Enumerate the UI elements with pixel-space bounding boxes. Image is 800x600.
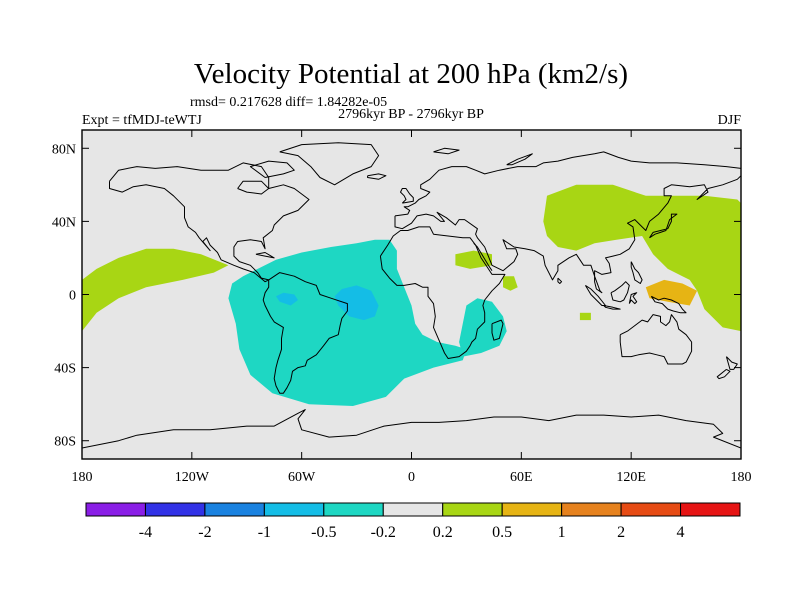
colorbar-box [561,502,622,517]
coastline-australia [619,314,693,365]
colorbar-label: 0.5 [492,524,512,541]
experiment-label: Expt = tfMDJ-teWTJ [82,113,202,128]
coastline-greenland [279,142,380,186]
coastline-iceland [367,173,387,180]
colorbar-box [85,502,146,517]
colorbar-box [263,502,325,517]
coastline-cuba [255,252,275,259]
coastline-north-america [109,162,310,283]
season-label: DJF [718,113,742,128]
region-brazil-negative-core [334,285,379,321]
colorbar-label: -0.5 [311,524,336,541]
region-colombia-negative-core [276,292,298,306]
region-maritime-continent-positive-core [645,279,698,306]
colorbar-label: -0.2 [371,524,396,541]
coastline-new-zealand-south [716,368,731,380]
colorbar-label: -1 [258,524,271,541]
region-south-america-atlantic-negative [228,239,467,406]
region-north-pacific-positive [82,248,229,332]
colorbar-box [620,502,682,517]
colorbar-box [442,502,503,517]
colorbar-label: 1 [558,524,566,541]
coastline-borneo [610,281,630,303]
colorbar-box [204,502,265,517]
coastline-eurasia [394,151,741,294]
coastline-philippines [630,261,643,284]
region-east-africa-positive [503,276,518,291]
coastline-new-guinea [650,295,687,314]
x-tick-label: 180 [731,470,752,485]
coastline-novaya-zemlya [506,153,533,166]
colorbar: -4 -2 -1 -0.5 -0.2 0.2 0.5 1 2 4 [85,502,741,541]
coastline-africa [379,226,506,359]
colorbar-label: -2 [198,524,211,541]
coastline-svalbard [433,147,460,155]
colorbar-label: 4 [677,524,685,541]
x-tick-label: 120E [616,470,646,485]
colorbar-box [144,502,206,517]
contour-fill-layer [82,184,741,406]
coastline-sri-lanka [557,277,563,284]
coastline-madagascar [491,319,504,341]
colorbar-box [501,502,563,517]
colorbar-label: 2 [617,524,625,541]
colorbar-box [680,502,741,517]
coastline-south-america [262,272,348,394]
region-indian-ocean-negative [459,298,507,357]
coastline-java [603,305,621,310]
x-tick-label: 60W [288,470,316,485]
coastline-sulawesi [628,292,638,305]
colorbar-box [382,502,444,517]
colorbar-label: -4 [139,524,152,541]
map-background [82,130,741,459]
y-axis: 80N 40N 0 40S 80S [52,142,741,450]
coastline-antarctica [82,409,741,449]
coastline-uk [400,188,414,204]
colorbar-box [323,502,384,517]
x-tick-label: 120W [175,470,210,485]
colorbar-label: 0.2 [433,524,453,541]
x-tick-label: 180 [72,470,93,485]
y-tick-label: 40N [52,215,76,230]
chart-title: Velocity Potential at 200 hPa (km2/s) [194,58,628,90]
y-tick-label: 80N [52,142,76,157]
coastline-new-zealand [725,356,738,370]
period-label: 2796kyr BP - 2796kyr BP [338,107,484,122]
y-tick-label: 80S [54,435,76,450]
region-indian-ocean-positive-small [579,312,591,321]
y-tick-label: 40S [54,362,76,377]
x-axis: 180 120W 60W 0 60E 120E 180 [72,130,752,485]
x-tick-label: 0 [408,470,415,485]
coastline-arabia-red-sea-coast [473,242,493,271]
x-tick-label: 60E [510,470,533,485]
coastline-hudson-bay [237,180,270,195]
y-tick-label: 0 [69,289,76,304]
coastline-baffin [249,160,295,178]
coastline-layer [82,142,741,449]
region-asia-western-pacific-positive [543,184,741,332]
stats-line: rmsd= 0.217628 diff= 1.84282e-05 [190,95,387,110]
coastline-japan [649,213,678,239]
